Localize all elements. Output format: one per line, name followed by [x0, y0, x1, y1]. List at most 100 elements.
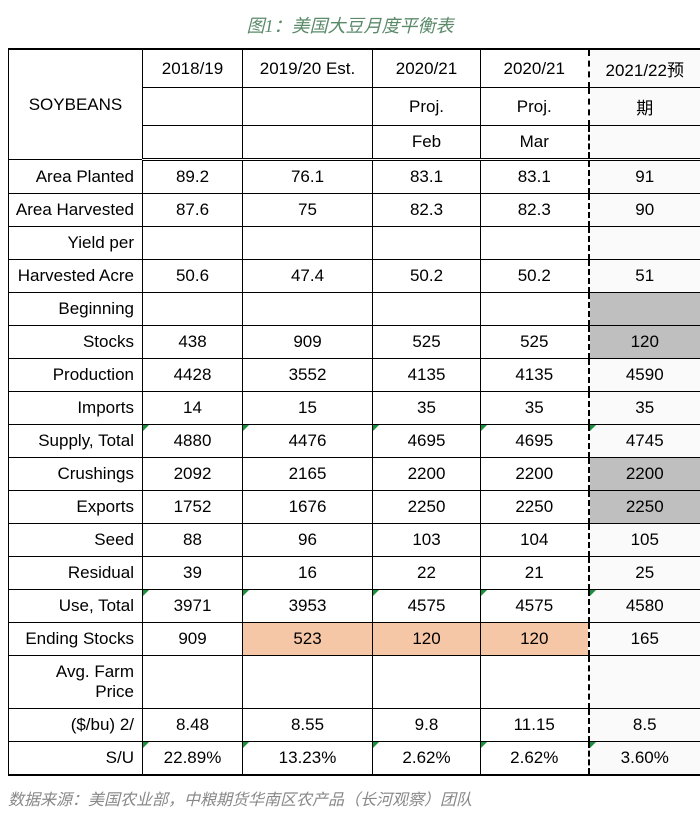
table-row: Area Harvested87.67582.382.390	[9, 194, 700, 227]
table-row: Ending Stocks909523120120165	[9, 623, 700, 656]
data-cell: 4590	[589, 359, 700, 392]
row-label: Stocks	[9, 326, 143, 359]
row-label: Harvested Acre	[9, 260, 143, 293]
data-cell	[589, 656, 700, 709]
data-cell: 21	[481, 557, 589, 590]
data-cell: 4428	[143, 359, 243, 392]
data-cell: 90	[589, 194, 700, 227]
data-cell: 120	[481, 623, 589, 656]
data-cell	[373, 293, 481, 326]
data-cell: 4695	[481, 425, 589, 458]
data-cell: 4575	[481, 590, 589, 623]
data-cell: 39	[143, 557, 243, 590]
row-label: Imports	[9, 392, 143, 425]
data-cell: 15	[243, 392, 373, 425]
data-cell: 3971	[143, 590, 243, 623]
data-cell: 82.3	[481, 194, 589, 227]
data-cell: 51	[589, 260, 700, 293]
data-cell: 2250	[589, 491, 700, 524]
data-cell	[243, 293, 373, 326]
data-cell: 104	[481, 524, 589, 557]
row-label: S/U	[9, 742, 143, 776]
data-cell: 50.6	[143, 260, 243, 293]
data-cell: 35	[481, 392, 589, 425]
data-cell: 83.1	[373, 160, 481, 194]
table-row: Beginning	[9, 293, 700, 326]
header-cell: 2018/19	[143, 49, 243, 88]
data-cell: 91	[589, 160, 700, 194]
data-cell: 14	[143, 392, 243, 425]
data-cell: 2250	[481, 491, 589, 524]
data-cell: 4745	[589, 425, 700, 458]
data-cell: 105	[589, 524, 700, 557]
data-cell: 1752	[143, 491, 243, 524]
row-label: Seed	[9, 524, 143, 557]
data-cell: 4476	[243, 425, 373, 458]
data-cell: 16	[243, 557, 373, 590]
data-cell: 4695	[373, 425, 481, 458]
header-cell	[143, 126, 243, 160]
data-cell: 3.60%	[589, 742, 700, 776]
data-cell: 8.48	[143, 709, 243, 742]
row-label: Use, Total	[9, 590, 143, 623]
data-cell: 4575	[373, 590, 481, 623]
data-cell: 50.2	[373, 260, 481, 293]
data-cell: 75	[243, 194, 373, 227]
data-cell: 4880	[143, 425, 243, 458]
data-cell: 89.2	[143, 160, 243, 194]
data-cell	[143, 656, 243, 709]
row-label: Beginning	[9, 293, 143, 326]
header-cell: 2021/22预	[589, 49, 700, 88]
data-cell: 96	[243, 524, 373, 557]
data-cell: 2200	[589, 458, 700, 491]
data-cell: 2250	[373, 491, 481, 524]
row-label: ($/bu) 2/	[9, 709, 143, 742]
data-cell: 4135	[373, 359, 481, 392]
data-cell	[373, 656, 481, 709]
table-header: SOYBEANS2018/192019/20 Est.2020/212020/2…	[9, 49, 700, 160]
table-row: Seed8896103104105	[9, 524, 700, 557]
data-cell: 523	[243, 623, 373, 656]
data-cell	[589, 227, 700, 260]
row-label: Residual	[9, 557, 143, 590]
header-cell: 期	[589, 88, 700, 126]
row-label: Area Planted	[9, 160, 143, 194]
data-cell: 47.4	[243, 260, 373, 293]
table-row: Crushings20922165220022002200	[9, 458, 700, 491]
table-body: Area Planted89.276.183.183.191Area Harve…	[9, 160, 700, 776]
balance-table: SOYBEANS2018/192019/20 Est.2020/212020/2…	[8, 48, 700, 776]
header-cell: 2020/21	[373, 49, 481, 88]
header-cell: Proj.	[481, 88, 589, 126]
row-label: Exports	[9, 491, 143, 524]
header-cell: Feb	[373, 126, 481, 160]
data-cell	[589, 293, 700, 326]
data-cell	[143, 227, 243, 260]
data-cell: 25	[589, 557, 700, 590]
data-cell: 22.89%	[143, 742, 243, 776]
data-cell: 35	[589, 392, 700, 425]
data-cell: 11.15	[481, 709, 589, 742]
data-cell: 120	[589, 326, 700, 359]
data-cell: 165	[589, 623, 700, 656]
data-cell: 120	[373, 623, 481, 656]
row-label: Supply, Total	[9, 425, 143, 458]
row-label: Crushings	[9, 458, 143, 491]
data-cell: 83.1	[481, 160, 589, 194]
table-row: Area Planted89.276.183.183.191	[9, 160, 700, 194]
data-cell: 4580	[589, 590, 700, 623]
header-cell: 2019/20 Est.	[243, 49, 373, 88]
data-cell: 909	[243, 326, 373, 359]
data-cell: 2200	[373, 458, 481, 491]
table-row: Supply, Total48804476469546954745	[9, 425, 700, 458]
table-row: Harvested Acre50.647.450.250.251	[9, 260, 700, 293]
row-label: Yield per	[9, 227, 143, 260]
table-row: S/U22.89%13.23%2.62%2.62%3.60%	[9, 742, 700, 776]
data-cell: 103	[373, 524, 481, 557]
data-cell: 525	[373, 326, 481, 359]
row-label: Production	[9, 359, 143, 392]
data-cell: 2165	[243, 458, 373, 491]
data-cell: 2092	[143, 458, 243, 491]
row-label: Ending Stocks	[9, 623, 143, 656]
data-cell: 2200	[481, 458, 589, 491]
data-cell: 76.1	[243, 160, 373, 194]
